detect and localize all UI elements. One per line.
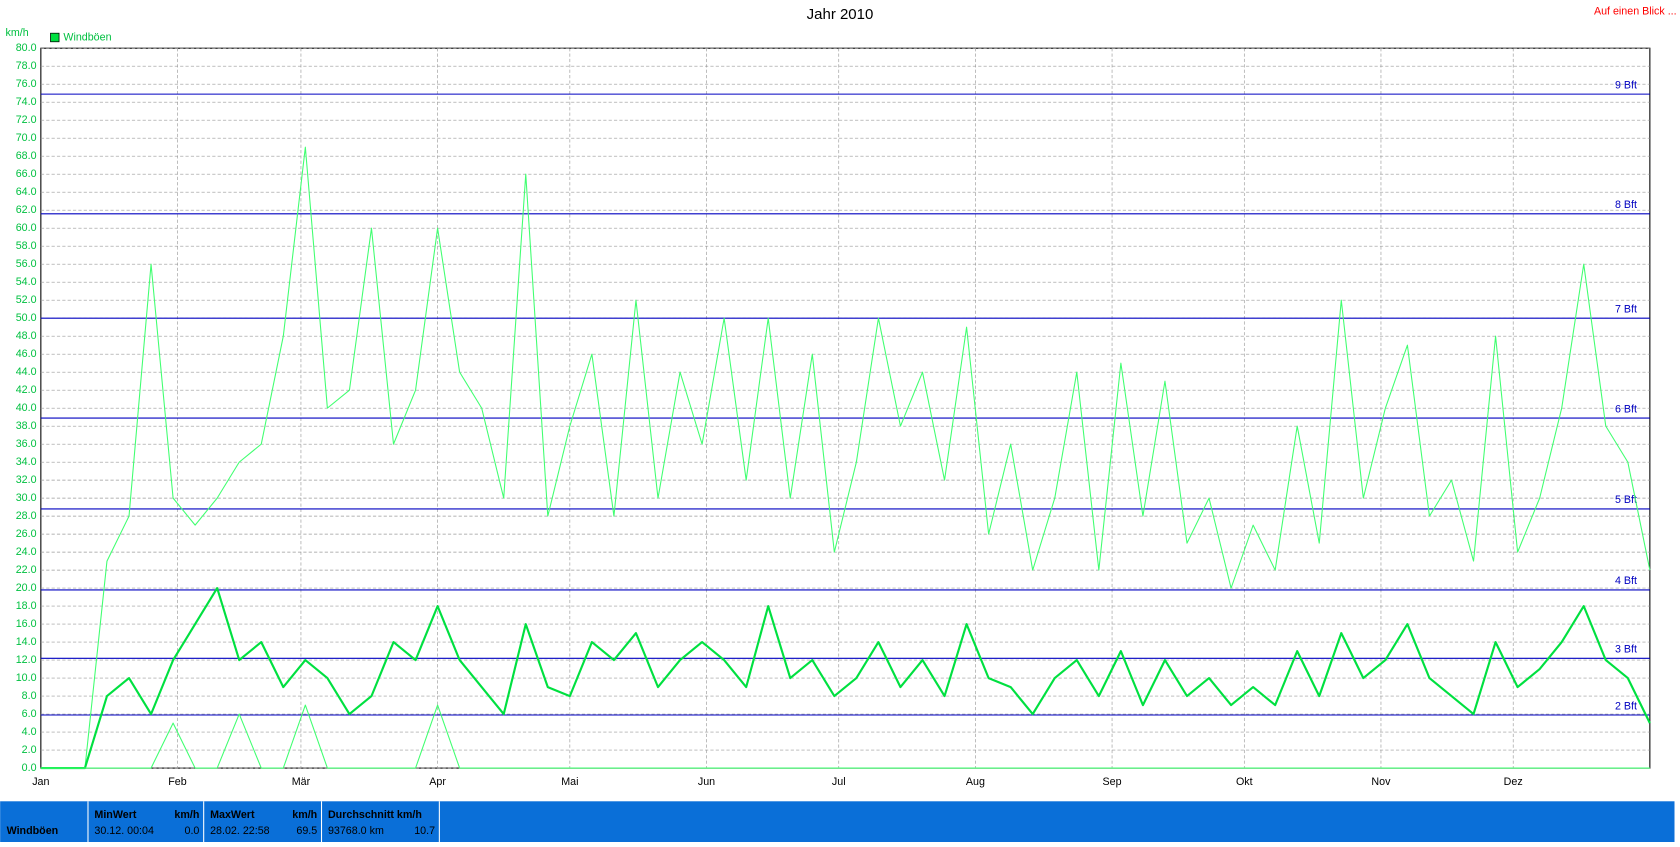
y-tick-label: 0.0 [22,762,37,774]
summary-title: MinWert [94,809,136,821]
beaufort-label: 6 Bft [1615,403,1637,415]
legend-label: Windböen [63,31,111,43]
x-tick-label: Okt [1236,776,1253,788]
y-tick-label: 66.0 [16,168,37,180]
y-tick-label: 42.0 [16,384,37,396]
series-line [40,146,1651,769]
y-tick-label: 18.0 [16,600,37,612]
summary-title: MaxWert [210,809,255,821]
y-tick-label: 2.0 [22,744,37,756]
summary-unit: km/h [292,809,317,821]
y-tick-label: 62.0 [16,204,37,216]
x-tick-label: Sep [1103,776,1122,788]
header-link[interactable]: Auf einen Blick ... [1594,6,1677,18]
y-tick-label: 74.0 [16,96,37,108]
y-tick-label: 64.0 [16,186,37,198]
x-tick-label: Apr [429,776,446,788]
y-tick-label: 72.0 [16,114,37,126]
y-tick-label: 46.0 [16,348,37,360]
x-tick-label: Jun [698,776,715,788]
y-tick-label: 68.0 [16,150,37,162]
y-tick-label: 30.0 [16,492,37,504]
y-tick-label: 80.0 [16,42,37,54]
beaufort-label: 4 Bft [1615,575,1637,587]
beaufort-label: 2 Bft [1615,700,1637,712]
y-tick-label: 12.0 [16,654,37,666]
chart-title: Jahr 2010 [807,6,874,23]
y-tick-label: 44.0 [16,366,37,378]
y-tick-label: 34.0 [16,456,37,468]
beaufort-label: 3 Bft [1615,644,1637,656]
beaufort-label: 5 Bft [1615,494,1637,506]
summary-value: 10.7 [414,825,435,837]
y-tick-label: 76.0 [16,78,37,90]
y-tick-label: 38.0 [16,420,37,432]
y-tick-label: 28.0 [16,510,37,522]
x-tick-label: Nov [1371,776,1391,788]
y-tick-label: 70.0 [16,132,37,144]
x-tick-label: Feb [168,776,186,788]
summary-value: 69.5 [296,825,317,837]
y-tick-label: 54.0 [16,276,37,288]
y-tick-label: 8.0 [22,690,37,702]
y-tick-label: 16.0 [16,618,37,630]
y-tick-label: 6.0 [22,708,37,720]
y-tick-label: 24.0 [16,546,37,558]
summary-time: 93768.0 km [328,825,384,837]
y-tick-label: 40.0 [16,402,37,414]
summary-time: 30.12. 00:04 [94,825,154,837]
y-tick-label: 4.0 [22,726,37,738]
beaufort-label: 7 Bft [1615,303,1637,315]
summary-time: 28.02. 22:58 [210,825,270,837]
series-line [40,587,1651,770]
y-tick-label: 60.0 [16,222,37,234]
y-tick-label: 26.0 [16,528,37,540]
y-tick-label: 20.0 [16,582,37,594]
y-tick-label: 10.0 [16,672,37,684]
y-tick-label: 22.0 [16,564,37,576]
y-axis-label: km/h [5,27,28,39]
beaufort-label: 9 Bft [1615,79,1637,91]
y-tick-label: 78.0 [16,60,37,72]
summary-unit: km/h [174,809,199,821]
x-tick-label: Mär [292,776,311,788]
series-line [40,704,1650,769]
beaufort-label: 8 Bft [1615,199,1637,211]
y-tick-label: 56.0 [16,258,37,270]
x-tick-label: Jan [32,776,49,788]
x-tick-label: Jul [832,776,846,788]
summary-value: 0.0 [185,825,200,837]
legend-swatch [50,32,60,43]
summary-bar [0,801,1675,842]
x-tick-label: Mai [561,776,578,788]
y-tick-label: 48.0 [16,330,37,342]
y-tick-label: 14.0 [16,636,37,648]
y-tick-label: 36.0 [16,438,37,450]
y-tick-label: 32.0 [16,474,37,486]
x-tick-label: Dez [1504,776,1523,788]
y-tick-label: 50.0 [16,312,37,324]
y-tick-label: 58.0 [16,240,37,252]
summary-title: Durchschnitt km/h [328,809,422,821]
y-tick-label: 52.0 [16,294,37,306]
x-tick-label: Aug [966,776,985,788]
summary-row-label: Windböen [7,825,59,837]
